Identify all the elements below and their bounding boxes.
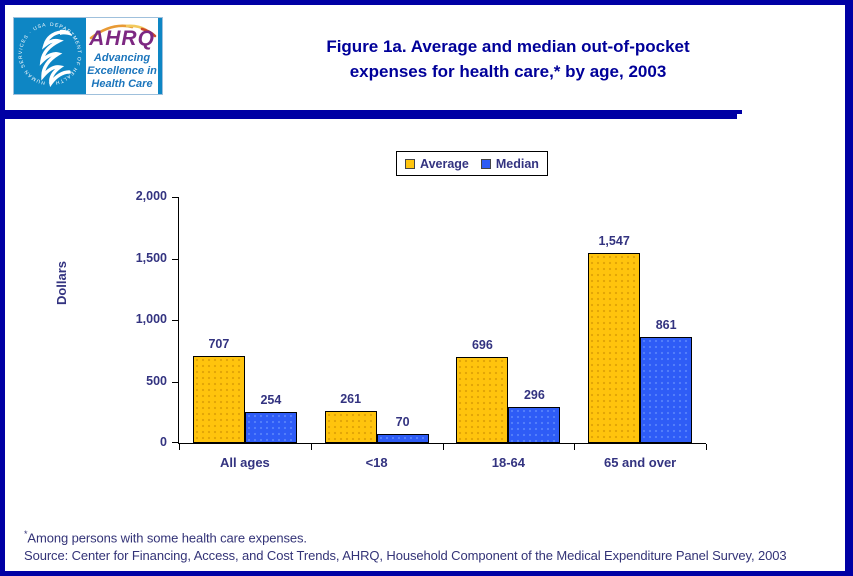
footnote-source: Source: Center for Financing, Access, an…	[24, 548, 787, 564]
bar-value-label-average-3: 1,547	[598, 234, 630, 248]
hhs-eagle-icon: DEPARTMENT OF HEALTH & HUMAN SERVICES · …	[18, 22, 81, 88]
hhs-seal: DEPARTMENT OF HEALTH & HUMAN SERVICES · …	[14, 18, 86, 94]
y-tick-label: 500	[146, 373, 167, 388]
ahrq-wordmark: AHRQ	[89, 27, 155, 50]
page-title: Figure 1a. Average and median out-of-poc…	[208, 34, 808, 84]
y-tick-label: 1,000	[135, 312, 167, 326]
ahrq-tagline-line2: Excellence in	[87, 65, 157, 77]
header-divider	[5, 110, 742, 119]
y-axis-title: Dollars	[54, 260, 69, 306]
y-tick-mark	[172, 197, 179, 198]
y-tick-mark	[172, 381, 179, 383]
x-tick-mark	[443, 444, 444, 450]
ahrq-tagline-line3: Health Care	[91, 78, 153, 90]
bar-value-label-average-0: 707	[208, 337, 230, 351]
ahrq-tagline: Advancing Excellence in Health Care	[86, 52, 158, 91]
bar-value-label-average-1: 261	[340, 392, 362, 406]
ahrq-hhs-logo: DEPARTMENT OF HEALTH & HUMAN SERVICES · …	[13, 17, 163, 95]
bar-median-3	[640, 337, 693, 443]
y-tick-mark	[172, 442, 179, 443]
legend-label-average: Average	[420, 156, 469, 171]
legend-item-average: Average	[405, 157, 469, 171]
bar-median-2	[508, 407, 561, 443]
y-tick-label: 2,000	[135, 189, 167, 203]
bar-median-1	[376, 434, 429, 443]
title-line-1: Figure 1a. Average and median out-of-poc…	[326, 37, 690, 56]
bar-average-3	[588, 253, 641, 443]
category-label-3: 65 and over	[603, 455, 677, 470]
category-label-2: 18-64	[491, 455, 525, 470]
bar-average-2	[456, 357, 509, 443]
bar-value-label-average-2: 696	[471, 338, 493, 352]
bar-value-label-median-2: 296	[523, 388, 545, 402]
x-tick-mark	[574, 444, 575, 450]
bar-median-0	[244, 412, 297, 443]
category-label-0: All ages	[219, 455, 270, 470]
x-tick-mark	[179, 444, 180, 450]
footnote-note: *Among persons with some health care exp…	[24, 529, 307, 546]
bar-average-1	[324, 411, 377, 443]
legend-swatch-average-icon	[405, 158, 415, 169]
footnote-asterisk: *	[24, 529, 28, 539]
category-label-1: <18	[365, 455, 388, 470]
x-tick-mark	[706, 444, 707, 450]
y-tick-label: 1,500	[135, 250, 167, 265]
bar-value-label-median-0: 254	[260, 393, 282, 407]
rainbow-arc-icon	[89, 24, 157, 40]
chart-legend: Average Median	[396, 151, 548, 176]
y-tick-label: 0	[160, 435, 167, 449]
y-tick-mark	[172, 320, 179, 321]
plot-area: 0 500 1,000 1,500 2,000 707 254 All ages 261 70 <1…	[136, 189, 707, 470]
legend-swatch-median-icon	[480, 158, 491, 169]
title-line-2: expenses for health care,* by age, 2003	[349, 62, 667, 81]
x-tick-mark	[311, 444, 312, 450]
y-tick-mark	[172, 258, 179, 260]
legend-item-median: Median	[480, 156, 539, 171]
ahrq-tagline-line1: Advancing	[93, 52, 151, 64]
legend-label-median: Median	[495, 156, 539, 171]
bar-average-0	[192, 356, 245, 443]
footnotes: *Among persons with some health care exp…	[24, 525, 787, 565]
bar-value-label-median-1: 70	[395, 415, 410, 429]
bar-value-label-median-3: 861	[655, 318, 677, 332]
ahrq-logo-panel: AHRQ Advancing Excellence in Health Care	[86, 18, 162, 94]
